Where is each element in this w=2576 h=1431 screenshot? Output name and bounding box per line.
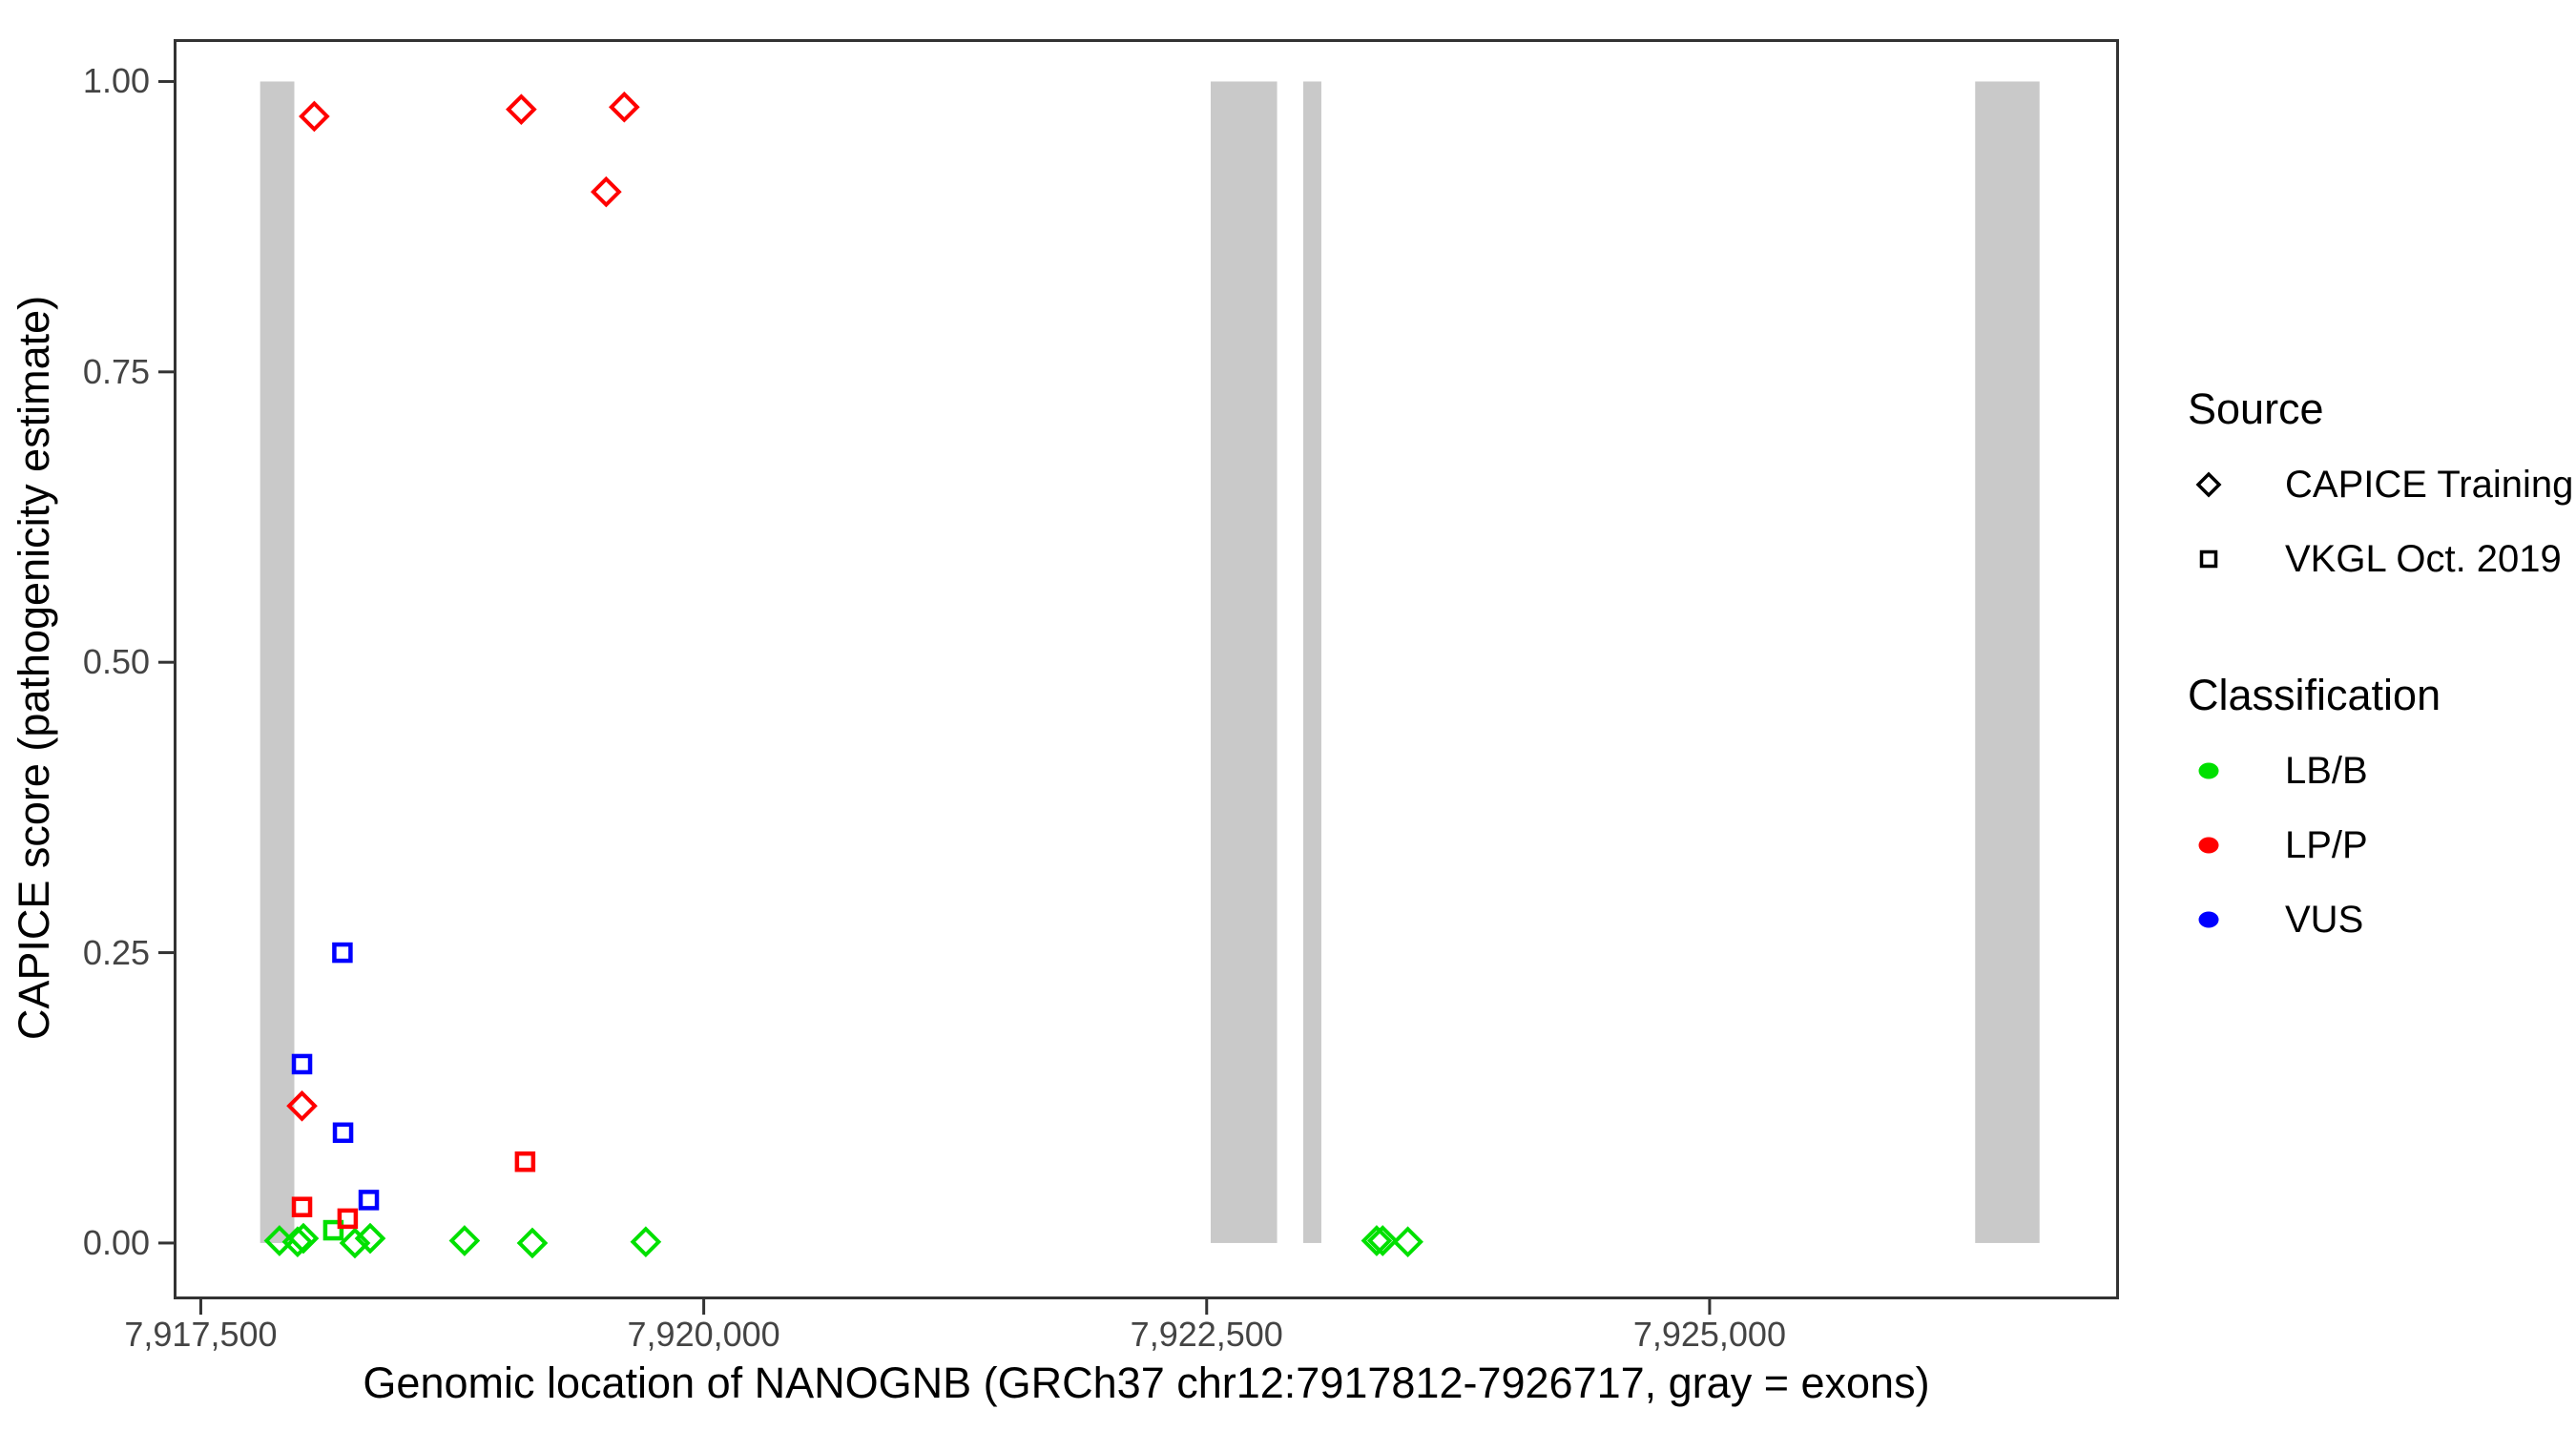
x-tick-label: 7,920,000 xyxy=(627,1315,780,1354)
panel-border xyxy=(174,39,2119,1299)
exon-band xyxy=(260,81,295,1243)
legend-item-label: LP/P xyxy=(2285,823,2368,866)
data-point-diamond xyxy=(299,100,330,133)
legend-source-items: CAPICE Training VKGL Oct. 2019 xyxy=(2188,447,2573,596)
exon-band xyxy=(1975,81,2040,1243)
data-point-square xyxy=(514,1151,536,1172)
square-key-icon xyxy=(2199,550,2218,569)
data-point-diamond xyxy=(608,91,640,123)
data-point-diamond xyxy=(1392,1226,1423,1258)
data-point-diamond xyxy=(516,1227,549,1259)
data-point-square xyxy=(332,942,353,964)
y-tick-label: 1.00 xyxy=(82,61,150,101)
data-point-diamond xyxy=(448,1225,481,1256)
y-tick-label: 0.00 xyxy=(82,1222,150,1262)
circle-key-icon xyxy=(2198,911,2219,928)
legend-item-label: LB/B xyxy=(2285,749,2368,792)
data-point-diamond xyxy=(286,1089,318,1122)
legend-item: LP/P xyxy=(2188,808,2573,882)
legend-item: VKGL Oct. 2019 xyxy=(2188,522,2573,596)
data-point-diamond xyxy=(354,1222,386,1255)
x-tick-label: 7,922,500 xyxy=(1130,1315,1283,1354)
legend-classification-items: LB/B LP/P VUS xyxy=(2188,734,2573,957)
data-point-square xyxy=(291,1196,313,1217)
data-point-diamond xyxy=(1361,1225,1393,1256)
legend-item-label: VKGL Oct. 2019 xyxy=(2285,537,2562,580)
data-point-diamond xyxy=(591,176,622,208)
legend-source-title: Source xyxy=(2188,384,2324,433)
legend-item: VUS xyxy=(2188,882,2573,957)
exon-band xyxy=(1210,81,1278,1243)
legend: Source CAPICE Training VKGL Oct. 2019 Cla… xyxy=(2188,384,2573,957)
y-tick-label: 0.50 xyxy=(82,642,150,682)
data-point-diamond xyxy=(1366,1225,1399,1256)
x-tick-label: 7,917,500 xyxy=(124,1315,278,1354)
x-tick-label: 7,925,000 xyxy=(1632,1315,1786,1354)
y-tick-label: 0.75 xyxy=(82,351,150,391)
x-axis-title: Genomic location of NANOGNB (GRCh37 chr1… xyxy=(363,1358,1930,1407)
legend-item: CAPICE Training xyxy=(2188,447,2573,522)
legend-item-label: VUS xyxy=(2285,898,2364,941)
data-point-square xyxy=(291,1053,313,1075)
data-point-square xyxy=(322,1219,344,1241)
diamond-key-icon xyxy=(2195,471,2222,498)
data-point-diamond xyxy=(506,93,537,125)
data-point-diamond xyxy=(287,1222,320,1255)
exon-band xyxy=(1302,81,1321,1243)
circle-key-icon xyxy=(2198,837,2219,854)
data-point-diamond xyxy=(339,1227,371,1259)
data-point-square xyxy=(332,1122,354,1144)
legend-item-label: CAPICE Training xyxy=(2285,463,2574,506)
legend-item: LB/B xyxy=(2188,734,2573,808)
data-point-diamond xyxy=(630,1226,662,1258)
data-point-square xyxy=(337,1208,359,1230)
data-point-square xyxy=(358,1190,380,1211)
y-tick-label: 0.25 xyxy=(82,932,150,972)
circle-key-icon xyxy=(2198,762,2219,779)
legend-classification-title: Classification xyxy=(2188,671,2441,719)
